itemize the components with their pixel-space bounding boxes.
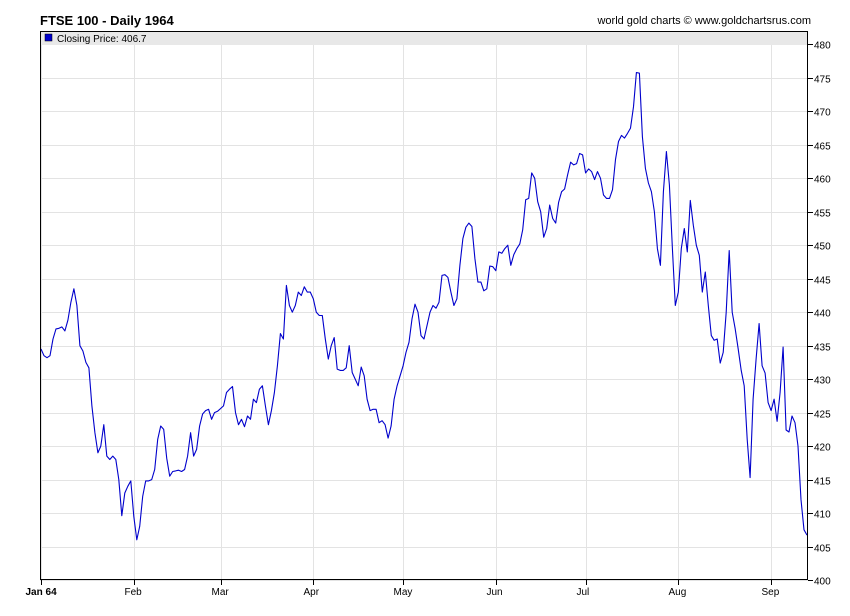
- x-tick-label: Jan 64: [26, 587, 58, 598]
- y-tick-label: 440: [814, 309, 831, 320]
- y-tick-label: 415: [814, 477, 831, 488]
- source-credit: world gold charts © www.goldchartsrus.co…: [597, 15, 811, 27]
- x-tick-label: May: [394, 587, 413, 598]
- y-tick-label: 460: [814, 175, 831, 186]
- x-axis: Jan 64FebMarAprMayJunJulAugSepOctNovDec: [26, 580, 780, 598]
- legend-bar: [41, 31, 808, 45]
- y-tick-label: 410: [814, 510, 831, 521]
- x-tick-label: Jun: [487, 587, 503, 598]
- plot-frame: [40, 31, 808, 580]
- y-tick-label: 450: [814, 242, 831, 253]
- legend-label: Closing Price: 406.7: [57, 34, 147, 45]
- y-axis: 400 405 410 415 420 425 430 435 440 445 450 455 460 4…: [808, 41, 831, 588]
- y-tick-label: 405: [814, 544, 831, 555]
- y-tick-label: 420: [814, 443, 831, 454]
- x-tick-label: Jul: [577, 587, 590, 598]
- x-tick-label: Aug: [669, 587, 687, 598]
- y-tick-label: 445: [814, 276, 831, 287]
- x-tick-label: Apr: [304, 587, 320, 598]
- y-tick-label: 455: [814, 209, 831, 220]
- legend-swatch: [44, 33, 53, 42]
- y-tick-label: 430: [814, 376, 831, 387]
- y-tick-label: 480: [814, 41, 831, 52]
- chart-title: FTSE 100 - Daily 1964: [40, 13, 174, 28]
- plot-area: [40, 31, 808, 580]
- x-tick-label: Mar: [212, 587, 230, 598]
- closing-price-line: [40, 71, 808, 541]
- y-tick-label: 470: [814, 108, 831, 119]
- gridlines: [40, 31, 808, 581]
- x-tick-label: Sep: [762, 587, 780, 598]
- y-tick-label: 475: [814, 75, 831, 86]
- y-tick-label: 465: [814, 142, 831, 153]
- x-tick-label: Feb: [125, 587, 143, 598]
- y-tick-label: 435: [814, 343, 831, 354]
- y-tick-label: 400: [814, 577, 831, 588]
- y-tick-label: 425: [814, 410, 831, 421]
